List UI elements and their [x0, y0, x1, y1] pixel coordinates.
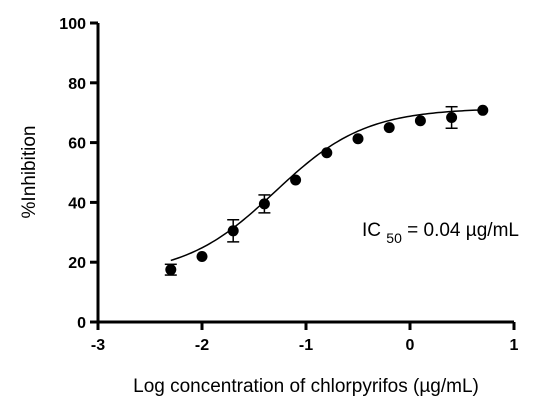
y-axis: 0 20 40 60 80 100 [59, 16, 100, 332]
ic50-value: = 0.04 µg/mL [407, 220, 519, 241]
y-tick-label: 100 [59, 16, 86, 33]
x-tick-label: -3 [91, 337, 105, 354]
data-point [227, 225, 239, 237]
ic50-prefix: IC [362, 220, 381, 241]
ic50-subscript: 50 [386, 230, 402, 246]
data-point [290, 174, 302, 186]
y-tick-label: 0 [77, 315, 86, 332]
x-tick-label: -2 [195, 337, 209, 354]
x-ticks: -3 -2 -1 0 1 [91, 322, 519, 354]
x-axis-title: Log concentration of chlorpyrifos (µg/mL… [133, 376, 479, 397]
data-point [477, 104, 489, 116]
y-tick-label: 60 [68, 136, 86, 153]
data-point [352, 133, 364, 145]
data-point [196, 251, 208, 263]
data-point [321, 147, 333, 159]
y-axis-title: %Inhibition [19, 126, 40, 219]
y-ticks: 0 20 40 60 80 100 [59, 16, 98, 332]
data-points [164, 104, 489, 276]
y-tick-label: 20 [68, 255, 86, 272]
data-point [446, 111, 458, 123]
x-tick-label: 0 [406, 337, 415, 354]
y-tick-label: 40 [68, 195, 86, 212]
data-point [414, 115, 426, 127]
x-tick-label: -1 [299, 337, 313, 354]
x-tick-label: 1 [510, 337, 519, 354]
ic50-annotation: IC 50 = 0.04 µg/mL [362, 220, 519, 248]
data-point [258, 198, 270, 210]
x-axis: -3 -2 -1 0 1 [91, 320, 519, 354]
y-tick-label: 80 [68, 76, 86, 93]
data-point [165, 264, 177, 276]
data-point [383, 122, 395, 134]
